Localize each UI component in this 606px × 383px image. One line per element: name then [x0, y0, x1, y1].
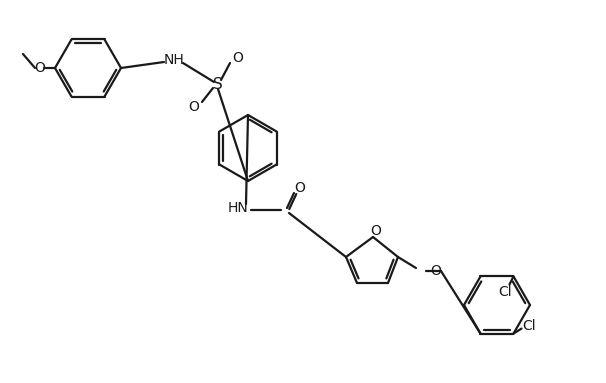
Text: S: S — [213, 77, 223, 92]
Text: NH: NH — [164, 53, 184, 67]
Text: O: O — [233, 51, 244, 65]
Text: O: O — [35, 61, 45, 75]
Text: Cl: Cl — [499, 285, 512, 300]
Text: HN: HN — [228, 201, 248, 215]
Text: O: O — [295, 181, 305, 195]
Text: O: O — [370, 224, 381, 238]
Text: O: O — [430, 264, 441, 278]
Text: Cl: Cl — [523, 319, 536, 332]
Text: O: O — [188, 100, 199, 114]
